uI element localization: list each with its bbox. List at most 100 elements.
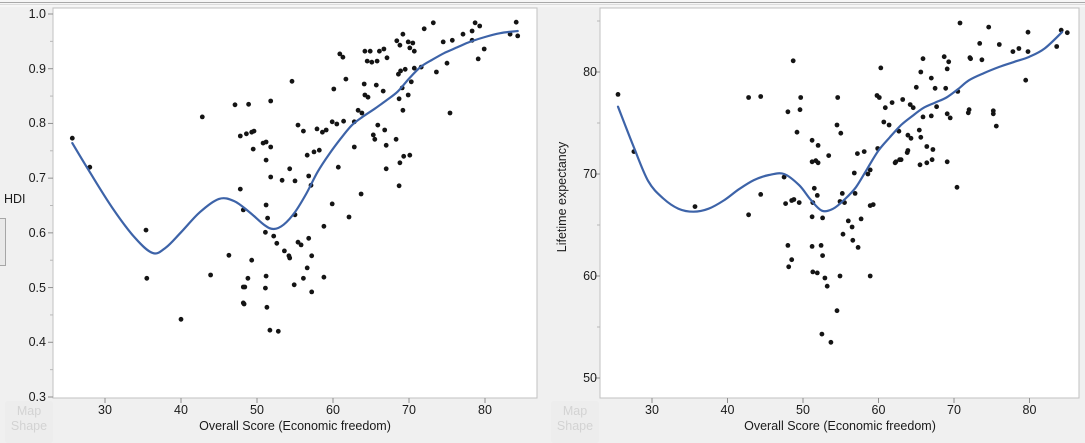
- left-data-point[interactable]: [304, 152, 310, 158]
- right-data-point[interactable]: [1025, 49, 1031, 54]
- left-data-point[interactable]: [407, 152, 413, 158]
- left-data-point[interactable]: [275, 328, 281, 334]
- right-data-point[interactable]: [990, 108, 996, 114]
- right-data-point[interactable]: [845, 218, 851, 224]
- left-data-point[interactable]: [244, 131, 249, 137]
- right-data-point[interactable]: [834, 122, 840, 128]
- left-data-point[interactable]: [268, 98, 274, 104]
- left-data-point[interactable]: [295, 239, 301, 245]
- right-data-point[interactable]: [917, 162, 923, 168]
- left-data-point[interactable]: [265, 215, 270, 221]
- left-data-point[interactable]: [226, 252, 232, 258]
- right-data-point[interactable]: [791, 197, 797, 202]
- left-data-point[interactable]: [449, 37, 455, 43]
- right-data-point[interactable]: [908, 135, 914, 141]
- left-data-point[interactable]: [316, 147, 322, 153]
- right-data-point[interactable]: [966, 107, 972, 113]
- left-plot-area[interactable]: [53, 8, 537, 398]
- left-data-point[interactable]: [274, 240, 280, 246]
- left-data-point[interactable]: [407, 45, 413, 51]
- right-smoother-curve[interactable]: [616, 31, 1064, 213]
- collapsed-panel-handle[interactable]: [0, 218, 6, 266]
- left-data-point[interactable]: [263, 157, 269, 163]
- left-data-point[interactable]: [393, 136, 399, 142]
- right-data-point[interactable]: [828, 339, 834, 345]
- left-data-point[interactable]: [515, 33, 521, 39]
- left-data-point[interactable]: [329, 119, 335, 125]
- right-data-point[interactable]: [993, 123, 999, 129]
- right-data-point[interactable]: [796, 200, 802, 206]
- right-data-point[interactable]: [837, 273, 843, 279]
- left-data-point[interactable]: [405, 39, 411, 45]
- left-data-point[interactable]: [263, 229, 268, 235]
- right-data-point[interactable]: [809, 214, 815, 220]
- right-data-point[interactable]: [834, 308, 840, 314]
- left-data-point[interactable]: [311, 149, 317, 155]
- right-data-point[interactable]: [878, 65, 884, 71]
- left-data-point[interactable]: [359, 110, 365, 116]
- left-data-point[interactable]: [282, 248, 287, 254]
- right-data-point[interactable]: [1054, 44, 1060, 49]
- left-data-point[interactable]: [397, 42, 403, 48]
- right-data-point[interactable]: [814, 193, 820, 198]
- left-data-point[interactable]: [396, 183, 402, 189]
- left-data-point[interactable]: [475, 56, 481, 62]
- left-data-point[interactable]: [469, 28, 475, 34]
- right-data-point[interactable]: [615, 92, 621, 97]
- right-data-point[interactable]: [1064, 30, 1070, 36]
- right-data-point[interactable]: [839, 191, 845, 196]
- right-data-point[interactable]: [1016, 46, 1022, 51]
- right-data-point[interactable]: [850, 237, 856, 243]
- right-data-point[interactable]: [907, 102, 913, 107]
- right-data-point[interactable]: [900, 97, 906, 102]
- right-data-point[interactable]: [944, 111, 950, 117]
- right-data-point[interactable]: [905, 148, 911, 153]
- left-data-point[interactable]: [245, 275, 251, 281]
- right-data-point[interactable]: [1023, 77, 1029, 83]
- right-data-point[interactable]: [790, 58, 796, 64]
- right-data-point[interactable]: [785, 243, 791, 248]
- left-data-point[interactable]: [232, 102, 238, 108]
- left-data-point[interactable]: [513, 19, 519, 25]
- left-data-point[interactable]: [263, 273, 269, 279]
- left-data-point[interactable]: [400, 31, 406, 37]
- left-data-point[interactable]: [334, 121, 340, 127]
- right-data-point[interactable]: [920, 56, 926, 62]
- right-data-point[interactable]: [798, 95, 804, 100]
- right-data-point[interactable]: [898, 157, 904, 163]
- right-data-point[interactable]: [838, 130, 844, 136]
- left-data-point[interactable]: [410, 40, 416, 46]
- right-data-point[interactable]: [826, 153, 832, 159]
- left-data-point[interactable]: [402, 66, 408, 72]
- right-data-point[interactable]: [810, 269, 816, 275]
- right-data-point[interactable]: [924, 160, 930, 166]
- left-data-point[interactable]: [383, 142, 389, 148]
- right-data-point[interactable]: [822, 275, 828, 281]
- left-data-point[interactable]: [144, 275, 150, 281]
- left-data-point[interactable]: [289, 78, 295, 84]
- left-data-point[interactable]: [295, 122, 301, 128]
- left-data-point[interactable]: [291, 282, 297, 288]
- left-data-point[interactable]: [372, 136, 378, 142]
- left-data-point[interactable]: [309, 253, 315, 259]
- left-data-point[interactable]: [298, 242, 304, 248]
- right-data-point[interactable]: [920, 114, 926, 120]
- right-data-point[interactable]: [809, 159, 815, 165]
- right-data-point[interactable]: [957, 20, 963, 26]
- left-data-point[interactable]: [394, 38, 400, 44]
- left-data-point[interactable]: [408, 79, 414, 85]
- left-data-point[interactable]: [329, 201, 335, 207]
- right-data-point[interactable]: [947, 115, 953, 121]
- right-y-axis-title[interactable]: Lifetime expectancy: [555, 141, 569, 253]
- left-data-point[interactable]: [421, 26, 427, 32]
- right-data-point[interactable]: [977, 41, 983, 46]
- right-data-point[interactable]: [928, 75, 934, 81]
- right-data-point[interactable]: [986, 24, 992, 30]
- right-data-point[interactable]: [979, 57, 985, 63]
- left-data-point[interactable]: [355, 107, 361, 113]
- right-data-point[interactable]: [840, 231, 846, 237]
- right-data-point[interactable]: [746, 95, 751, 100]
- right-data-point[interactable]: [913, 84, 919, 90]
- left-data-point[interactable]: [411, 48, 417, 54]
- left-data-point[interactable]: [440, 39, 446, 45]
